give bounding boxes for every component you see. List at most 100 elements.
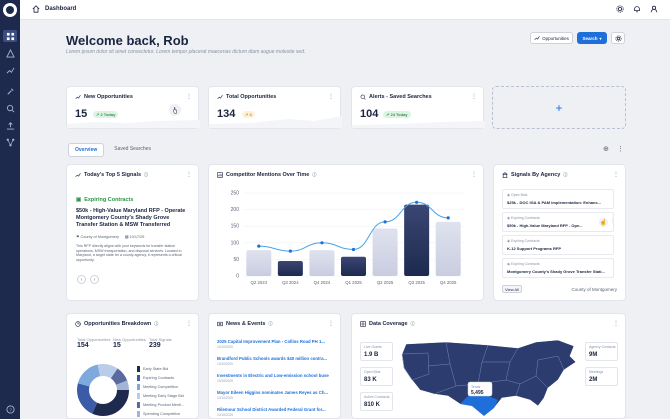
news-link[interactable]: 2025 Capital Improvement Plan - Collins … bbox=[217, 339, 325, 344]
tab-saved-searches[interactable]: Saved Searches bbox=[114, 146, 151, 152]
news-date: 10/16/2025 bbox=[217, 413, 233, 417]
more-options-icon[interactable]: ⋮ bbox=[471, 94, 477, 100]
user-icon[interactable] bbox=[650, 5, 658, 13]
agency-item-label-text: Expiring Contracts bbox=[511, 262, 540, 266]
settings-button[interactable] bbox=[611, 32, 625, 44]
more-options-icon[interactable]: ⋮ bbox=[471, 172, 477, 178]
legend-item: Meeting Early Stage Bid bbox=[137, 391, 184, 400]
news-link[interactable]: Rilemour School District Awarded Federal… bbox=[217, 407, 326, 412]
document-icon: ▣ bbox=[76, 197, 82, 203]
news-link[interactable]: Brandford Public Schools awards $40 mill… bbox=[217, 356, 328, 361]
trend-point[interactable] bbox=[257, 244, 261, 248]
trend-point[interactable] bbox=[320, 241, 324, 245]
search-doc-icon[interactable] bbox=[5, 103, 15, 113]
info-icon[interactable]: ⓘ bbox=[410, 321, 415, 326]
chart-bar[interactable] bbox=[277, 261, 303, 276]
top-signals-card: Today's Top 5 Signals ⓘ ⋮ ▣ Expiring Contr… bbox=[66, 164, 199, 301]
more-options-icon[interactable]: ⋮ bbox=[617, 146, 624, 153]
agency-item-label-text: Expiring Contracts bbox=[511, 239, 540, 243]
breadcrumb-label[interactable]: Dashboard bbox=[45, 6, 77, 12]
opportunities-button[interactable]: Opportunities bbox=[530, 32, 573, 44]
more-options-icon[interactable]: ⋮ bbox=[610, 218, 615, 224]
chart-bar[interactable] bbox=[372, 228, 398, 276]
agency-item[interactable]: ◉ Expiring Contracts K-12 Support Program… bbox=[502, 235, 614, 255]
add-widget-button[interactable]: + bbox=[492, 86, 626, 129]
legend-swatch bbox=[137, 383, 140, 390]
map-tooltip bbox=[467, 381, 493, 397]
info-icon[interactable]: ⓘ bbox=[312, 172, 317, 177]
page-title: Welcome back, Rob bbox=[66, 33, 189, 48]
triangle-alert-icon[interactable] bbox=[5, 48, 15, 58]
upload-icon[interactable] bbox=[5, 120, 15, 130]
more-options-icon[interactable]: ⋮ bbox=[613, 172, 619, 178]
stat-signals: Total Signals 239 bbox=[149, 337, 172, 349]
legend-item: Expiring Contracts bbox=[137, 373, 184, 382]
view-all-button[interactable]: View All bbox=[502, 285, 522, 293]
trend-point[interactable] bbox=[351, 247, 356, 252]
us-coverage-map[interactable]: Texas 5,495 bbox=[398, 336, 582, 419]
legend-label: Meeting Product Menti... bbox=[143, 402, 185, 407]
app-logo[interactable] bbox=[3, 3, 17, 17]
x-tick-label: Q4 2025 bbox=[440, 280, 457, 285]
more-options-icon[interactable]: ⋮ bbox=[328, 94, 334, 100]
cursor-hand-icon: ☝ bbox=[599, 218, 608, 227]
kpi-new-opportunities[interactable]: New Opportunities ⋮ 15 ↗ 2 Today bbox=[66, 86, 200, 129]
settings-icon[interactable] bbox=[616, 5, 624, 13]
bell-icon[interactable] bbox=[633, 5, 641, 13]
chart-bar[interactable] bbox=[309, 250, 335, 276]
more-options-icon[interactable]: ⋮ bbox=[186, 94, 192, 100]
info-icon[interactable]: ⓘ bbox=[268, 321, 273, 326]
agency-item[interactable]: ◉ Expiring Contracts $50k - High-Value Ma… bbox=[502, 212, 615, 232]
agency-item[interactable]: ◉ Open Bids $25k - DOC IGA & PAM Implemen… bbox=[502, 189, 614, 209]
page-subtitle: Lorem ipsum dolor sit amet consectetur. … bbox=[66, 49, 306, 55]
card-title-text: Signals By Agency bbox=[511, 172, 561, 178]
search-button[interactable]: Search ▾ bbox=[577, 32, 607, 44]
legend-item: Meeting Competition bbox=[137, 382, 184, 391]
card-title-text: Data Coverage bbox=[369, 321, 408, 327]
add-circle-icon[interactable]: ⊕ bbox=[603, 146, 609, 153]
signal-category: ▣ Expiring Contracts bbox=[76, 197, 133, 203]
more-options-icon[interactable]: ⋮ bbox=[328, 321, 334, 327]
coverage-stat-label: Open Bids bbox=[364, 370, 381, 374]
agency-footer: County of Montgomery bbox=[571, 287, 617, 292]
stat-value: 15 bbox=[113, 342, 121, 349]
chart-bar[interactable] bbox=[404, 204, 430, 276]
trend-icon bbox=[75, 95, 81, 100]
more-options-icon[interactable]: ⋮ bbox=[186, 172, 192, 178]
network-icon[interactable] bbox=[5, 137, 15, 147]
legend-swatch bbox=[137, 374, 140, 381]
building-icon bbox=[502, 172, 508, 178]
prev-arrow-icon[interactable]: ‹ bbox=[77, 275, 86, 284]
trend-point[interactable] bbox=[446, 216, 450, 220]
signal-county-text: County of Montgomery bbox=[80, 235, 119, 239]
next-arrow-icon[interactable]: › bbox=[90, 275, 99, 284]
texas-highlight[interactable] bbox=[460, 394, 498, 416]
y-tick-label: 100 bbox=[231, 240, 240, 246]
kpi-total-opportunities[interactable]: Total Opportunities ⋮ 134 ↗ 4 bbox=[208, 86, 342, 129]
info-icon[interactable]: ⓘ bbox=[154, 321, 159, 326]
chart-bar[interactable] bbox=[341, 256, 366, 276]
help-icon[interactable]: ? bbox=[5, 404, 15, 414]
trend-point[interactable] bbox=[383, 220, 387, 224]
trend-point[interactable] bbox=[288, 249, 292, 253]
kpi-title: Alerts - Saved Searches bbox=[360, 94, 432, 100]
news-link[interactable]: Investments in Electric and Low-emission… bbox=[217, 373, 329, 378]
kpi-alerts-saved-searches[interactable]: Alerts - Saved Searches ⋮ 104 ↗ 24 Today bbox=[351, 86, 485, 129]
tab-overview[interactable]: Overview bbox=[68, 143, 105, 157]
agency-item[interactable]: ◉ Expiring Contracts Montgomery County's … bbox=[502, 258, 614, 278]
info-icon[interactable]: ⓘ bbox=[144, 172, 149, 177]
dashboard-icon[interactable] bbox=[5, 31, 15, 41]
trend-point[interactable] bbox=[415, 200, 419, 204]
chart-bar[interactable] bbox=[246, 250, 272, 276]
chart-bar[interactable] bbox=[435, 221, 461, 276]
more-options-icon[interactable]: ⋮ bbox=[186, 321, 192, 327]
stat-label: New Opportunities bbox=[113, 337, 146, 342]
tool-icon[interactable] bbox=[5, 86, 15, 96]
info-icon[interactable]: ⓘ bbox=[563, 172, 568, 177]
signal-headline[interactable]: $50k - High-Value Maryland RFP - Operate… bbox=[76, 208, 186, 228]
legend-swatch bbox=[137, 392, 140, 399]
news-link[interactable]: Mayor Eileen Higgins nominates James Rey… bbox=[217, 390, 329, 395]
home-icon[interactable] bbox=[32, 5, 40, 13]
more-options-icon[interactable]: ⋮ bbox=[613, 321, 619, 327]
trend-icon[interactable] bbox=[5, 65, 15, 75]
